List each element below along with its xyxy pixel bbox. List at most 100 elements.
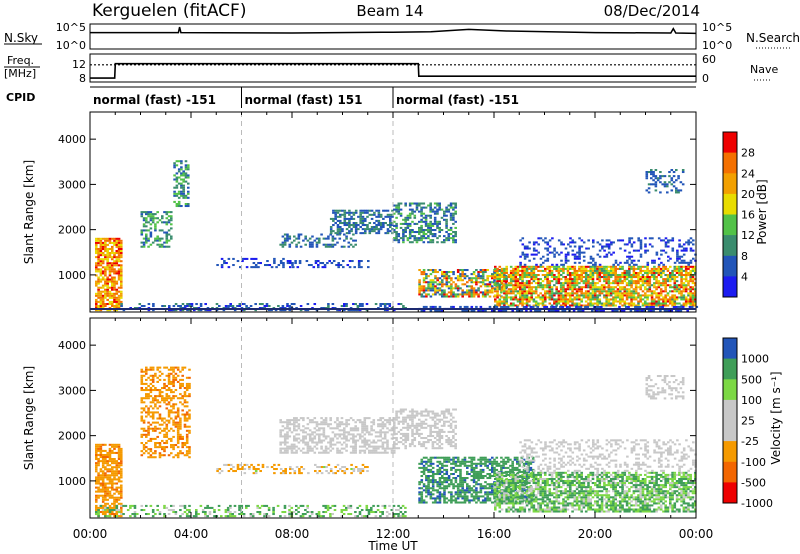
- scatter-cell: [429, 233, 432, 236]
- scatter-cell: [154, 372, 157, 375]
- scatter-cell: [452, 206, 455, 209]
- scatter-cell: [120, 266, 123, 269]
- scatter-cell: [142, 427, 146, 430]
- scatter-cell: [470, 293, 474, 296]
- scatter-cell: [657, 286, 661, 289]
- scatter-cell: [673, 288, 677, 291]
- scatter-cell: [655, 272, 658, 275]
- scatter-cell: [111, 258, 114, 261]
- scatter-cell: [603, 280, 606, 283]
- scatter-cell: [99, 272, 103, 275]
- scatter-cell: [420, 214, 423, 217]
- scatter-cell: [241, 257, 244, 260]
- scatter-cell: [528, 267, 531, 270]
- scatter-cell: [315, 245, 319, 248]
- scatter-cell: [229, 506, 232, 509]
- scatter-cell: [186, 305, 189, 308]
- scatter-cell: [161, 387, 164, 390]
- scatter-cell: [411, 210, 414, 213]
- scatter-cell: [302, 441, 305, 444]
- scatter-cell: [562, 290, 565, 293]
- scatter-cell: [496, 292, 499, 295]
- scatter-cell: [685, 247, 688, 250]
- scatter-cell: [145, 405, 148, 408]
- scatter-cell: [120, 486, 123, 489]
- scatter-cell: [475, 277, 478, 280]
- scatter-cell: [654, 181, 658, 184]
- scatter-cell: [391, 222, 394, 225]
- scatter-cell: [106, 470, 109, 473]
- scatter-cell: [548, 245, 552, 248]
- scatter-cell: [393, 224, 396, 227]
- scatter-cell: [625, 296, 629, 299]
- scatter-cell: [172, 456, 175, 459]
- scatter-cell: [334, 211, 337, 214]
- scatter-cell: [117, 300, 121, 303]
- scatter-cell: [587, 276, 590, 279]
- scatter-cell: [546, 286, 549, 289]
- scatter-cell: [408, 202, 412, 205]
- scatter-cell: [459, 305, 462, 308]
- scatter-cell: [546, 284, 549, 287]
- scatter-cell: [386, 224, 390, 227]
- scatter-cell: [488, 291, 492, 294]
- scatter-cell: [548, 272, 552, 275]
- scatter-cell: [377, 230, 381, 233]
- scatter-cell: [265, 504, 269, 507]
- scatter-cell: [95, 470, 98, 473]
- scatter-cell: [149, 450, 153, 453]
- scatter-cell: [646, 280, 649, 283]
- scatter-cell: [569, 265, 572, 268]
- scatter-cell: [120, 254, 123, 257]
- scatter-cell: [106, 492, 109, 495]
- scatter-cell: [147, 513, 150, 516]
- scatter-cell: [408, 229, 412, 232]
- scatter-cell: [619, 276, 622, 279]
- scatter-cell: [559, 269, 563, 272]
- scatter-cell: [534, 265, 538, 268]
- scatter-cell: [306, 309, 310, 312]
- scatter-cell: [156, 395, 159, 398]
- scatter-cell: [609, 298, 613, 301]
- scatter-cell: [233, 309, 237, 312]
- scatter-cell: [500, 269, 504, 272]
- scatter-cell: [158, 229, 162, 232]
- scatter-cell: [97, 305, 100, 308]
- scatter-cell: [179, 509, 182, 512]
- scatter-cell: [293, 421, 296, 424]
- scatter-cell: [441, 310, 444, 313]
- scatter-cell: [546, 278, 549, 281]
- scatter-cell: [329, 230, 333, 233]
- scatter-cell: [634, 284, 638, 287]
- scatter-cell: [530, 292, 533, 295]
- scatter-cell: [573, 302, 577, 305]
- scatter-cell: [562, 304, 565, 307]
- scatter-cell: [295, 509, 298, 512]
- scatter-cell: [445, 273, 449, 276]
- scatter-cell: [286, 451, 289, 454]
- scatter-cell: [680, 290, 683, 293]
- scatter-cell: [639, 286, 642, 289]
- scatter-cell: [176, 452, 180, 455]
- scatter-cell: [537, 302, 540, 305]
- scatter-cell: [185, 425, 189, 428]
- scatter-cell: [167, 374, 171, 377]
- scatter-cell: [679, 189, 683, 192]
- scatter-cell: [582, 276, 586, 279]
- scatter-cell: [298, 468, 301, 471]
- scatter-cell: [120, 256, 123, 259]
- scatter-cell: [174, 444, 178, 447]
- scatter-cell: [297, 433, 301, 436]
- scatter-cell: [584, 305, 587, 308]
- scatter-cell: [106, 468, 109, 471]
- scatter-cell: [388, 303, 392, 306]
- scatter-cell: [519, 290, 522, 293]
- scatter-cell: [496, 267, 499, 270]
- scatter-cell: [582, 267, 586, 270]
- scatter-cell: [566, 274, 570, 277]
- scatter-cell: [397, 210, 401, 213]
- scatter-cell: [283, 233, 287, 236]
- scatter-cell: [172, 376, 175, 379]
- scatter-cell: [452, 216, 455, 219]
- scatter-cell: [550, 274, 554, 277]
